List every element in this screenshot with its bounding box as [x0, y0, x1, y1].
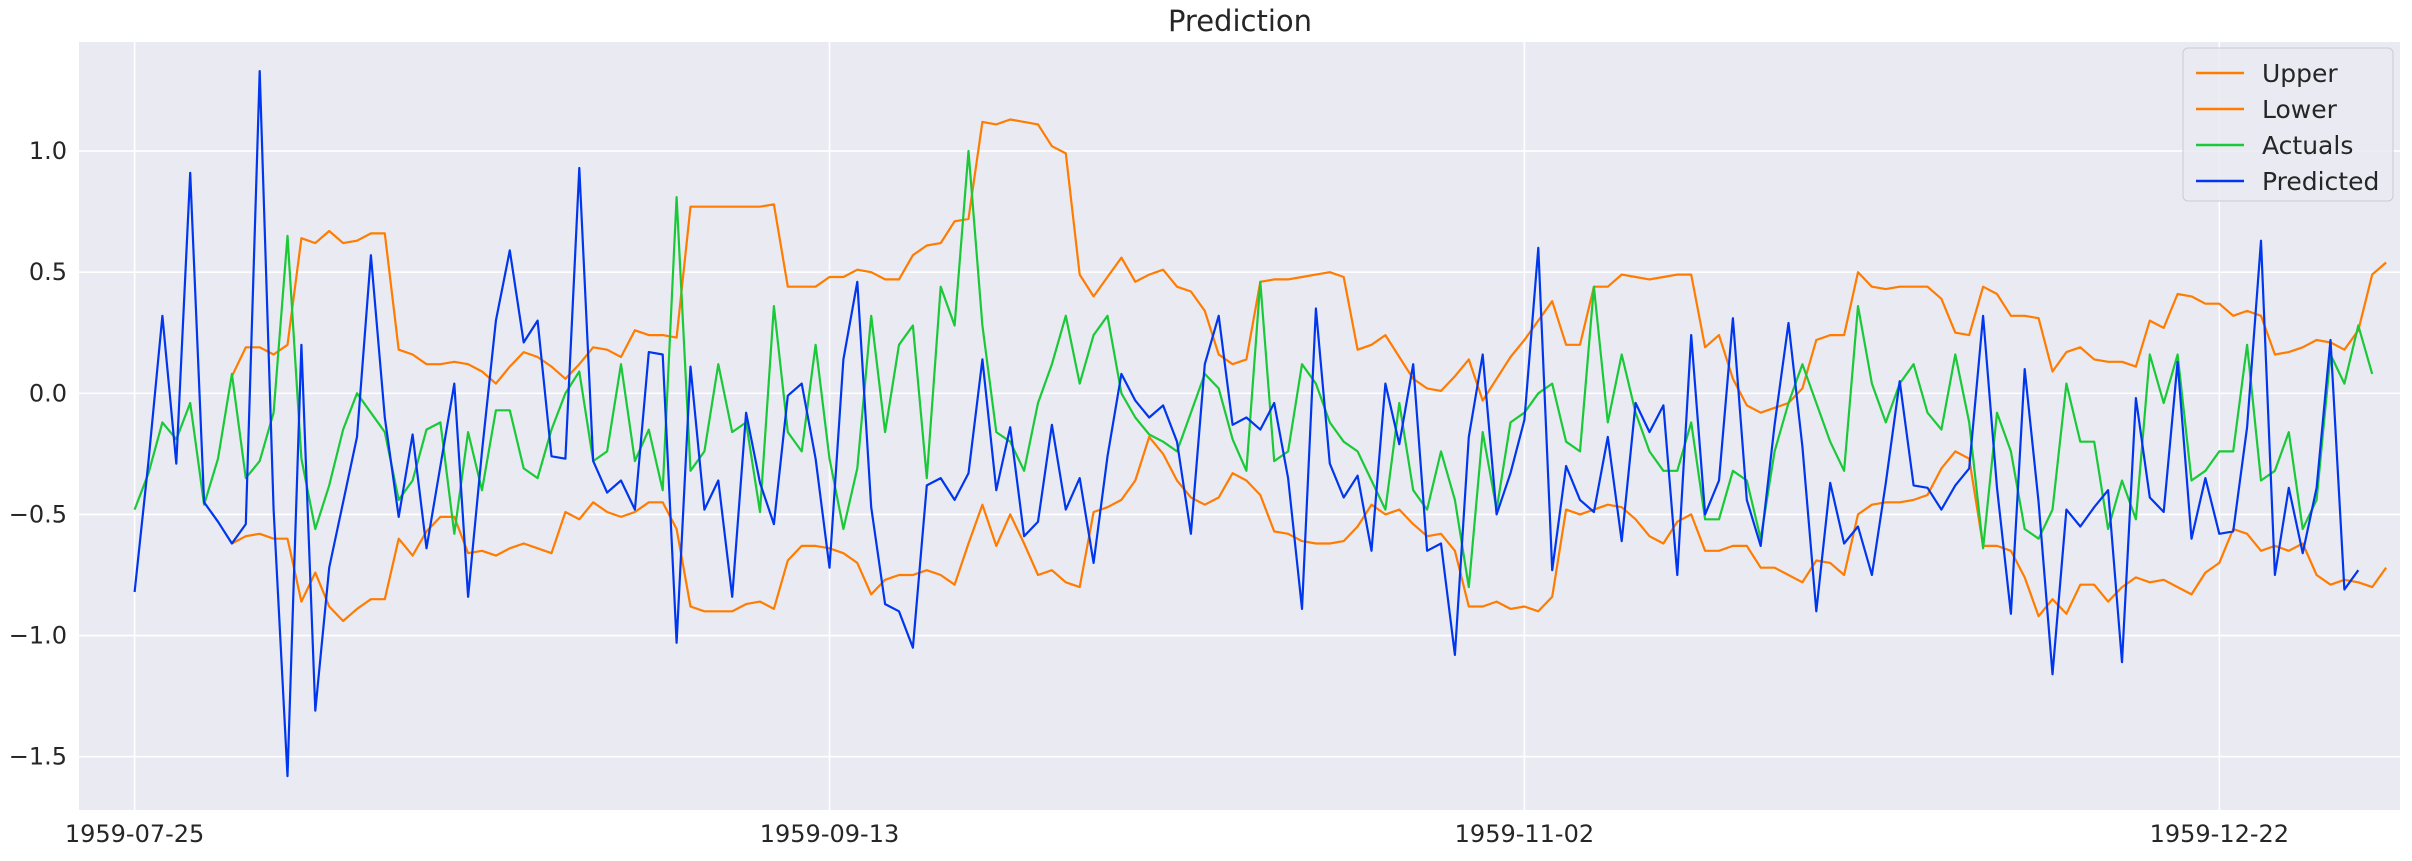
x-axis-ticks: 1959-07-25 1959-09-13 1959-11-02 1959-12-22: [65, 820, 2289, 848]
y-tick-label: 0.5: [29, 258, 67, 286]
y-tick-label: −1.0: [9, 622, 67, 650]
y-tick-label: −0.5: [9, 500, 67, 528]
series-line-upper: [230, 118, 2387, 414]
series-line-lower: [231, 435, 2387, 623]
x-tick-label: 1959-11-02: [1455, 820, 1594, 848]
series-line-actuals: [133, 149, 2374, 589]
y-tick-label: 0.0: [29, 379, 67, 407]
series-layer: [133, 69, 2387, 778]
y-tick-label: 1.0: [29, 137, 67, 165]
legend: Upper Lower Actuals Predicted: [2182, 47, 2394, 202]
chart-title: Prediction: [1168, 4, 1312, 38]
y-axis-ticks: −1.5 −1.0 −0.5 0.0 0.5 1.0: [9, 137, 67, 771]
x-tick-label: 1959-07-25: [65, 820, 204, 848]
x-tick-label: 1959-09-13: [760, 820, 899, 848]
legend-label: Predicted: [2262, 167, 2379, 196]
legend-label: Actuals: [2262, 131, 2353, 160]
legend-label: Upper: [2262, 59, 2338, 88]
plot-area: [79, 42, 2400, 810]
legend-label: Lower: [2262, 95, 2338, 124]
series-line-predicted: [133, 69, 2360, 778]
y-tick-label: −1.5: [9, 743, 67, 771]
grid-lines: [79, 42, 2400, 810]
x-tick-label: 1959-12-22: [2150, 820, 2289, 848]
legend-box: [2182, 47, 2394, 202]
